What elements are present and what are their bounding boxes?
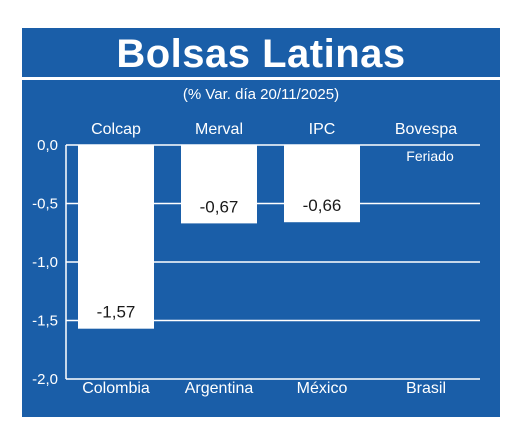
category-label: Colombia (82, 380, 150, 397)
bar-colombia (78, 145, 154, 329)
category-label: Brasil (406, 380, 446, 397)
y-tick-label: 0,0 (37, 137, 58, 154)
chart-title: Bolsas Latinas (116, 32, 406, 76)
index-label: Bovespa (395, 121, 457, 138)
y-tick-label: -1,0 (32, 254, 58, 271)
data-label: -0,66 (303, 196, 342, 215)
index-label: IPC (309, 121, 336, 138)
chart-subtitle: (% Var. día 20/11/2025) (182, 86, 340, 103)
data-label: -1,57 (97, 303, 136, 322)
index-label: Colcap (91, 121, 141, 138)
bar-méxico (284, 145, 360, 223)
data-label: -0,67 (200, 197, 239, 216)
bar-argentina (181, 145, 257, 224)
category-label: Argentina (185, 380, 254, 397)
title-bar: Bolsas Latinas (22, 28, 500, 80)
holiday-note: Feriado (406, 148, 454, 164)
y-tick-label: -2,0 (32, 371, 58, 388)
y-tick-label: -0,5 (32, 196, 58, 213)
category-label: México (297, 380, 348, 397)
index-label: Merval (195, 121, 243, 138)
y-tick-label: -1,5 (32, 313, 58, 330)
